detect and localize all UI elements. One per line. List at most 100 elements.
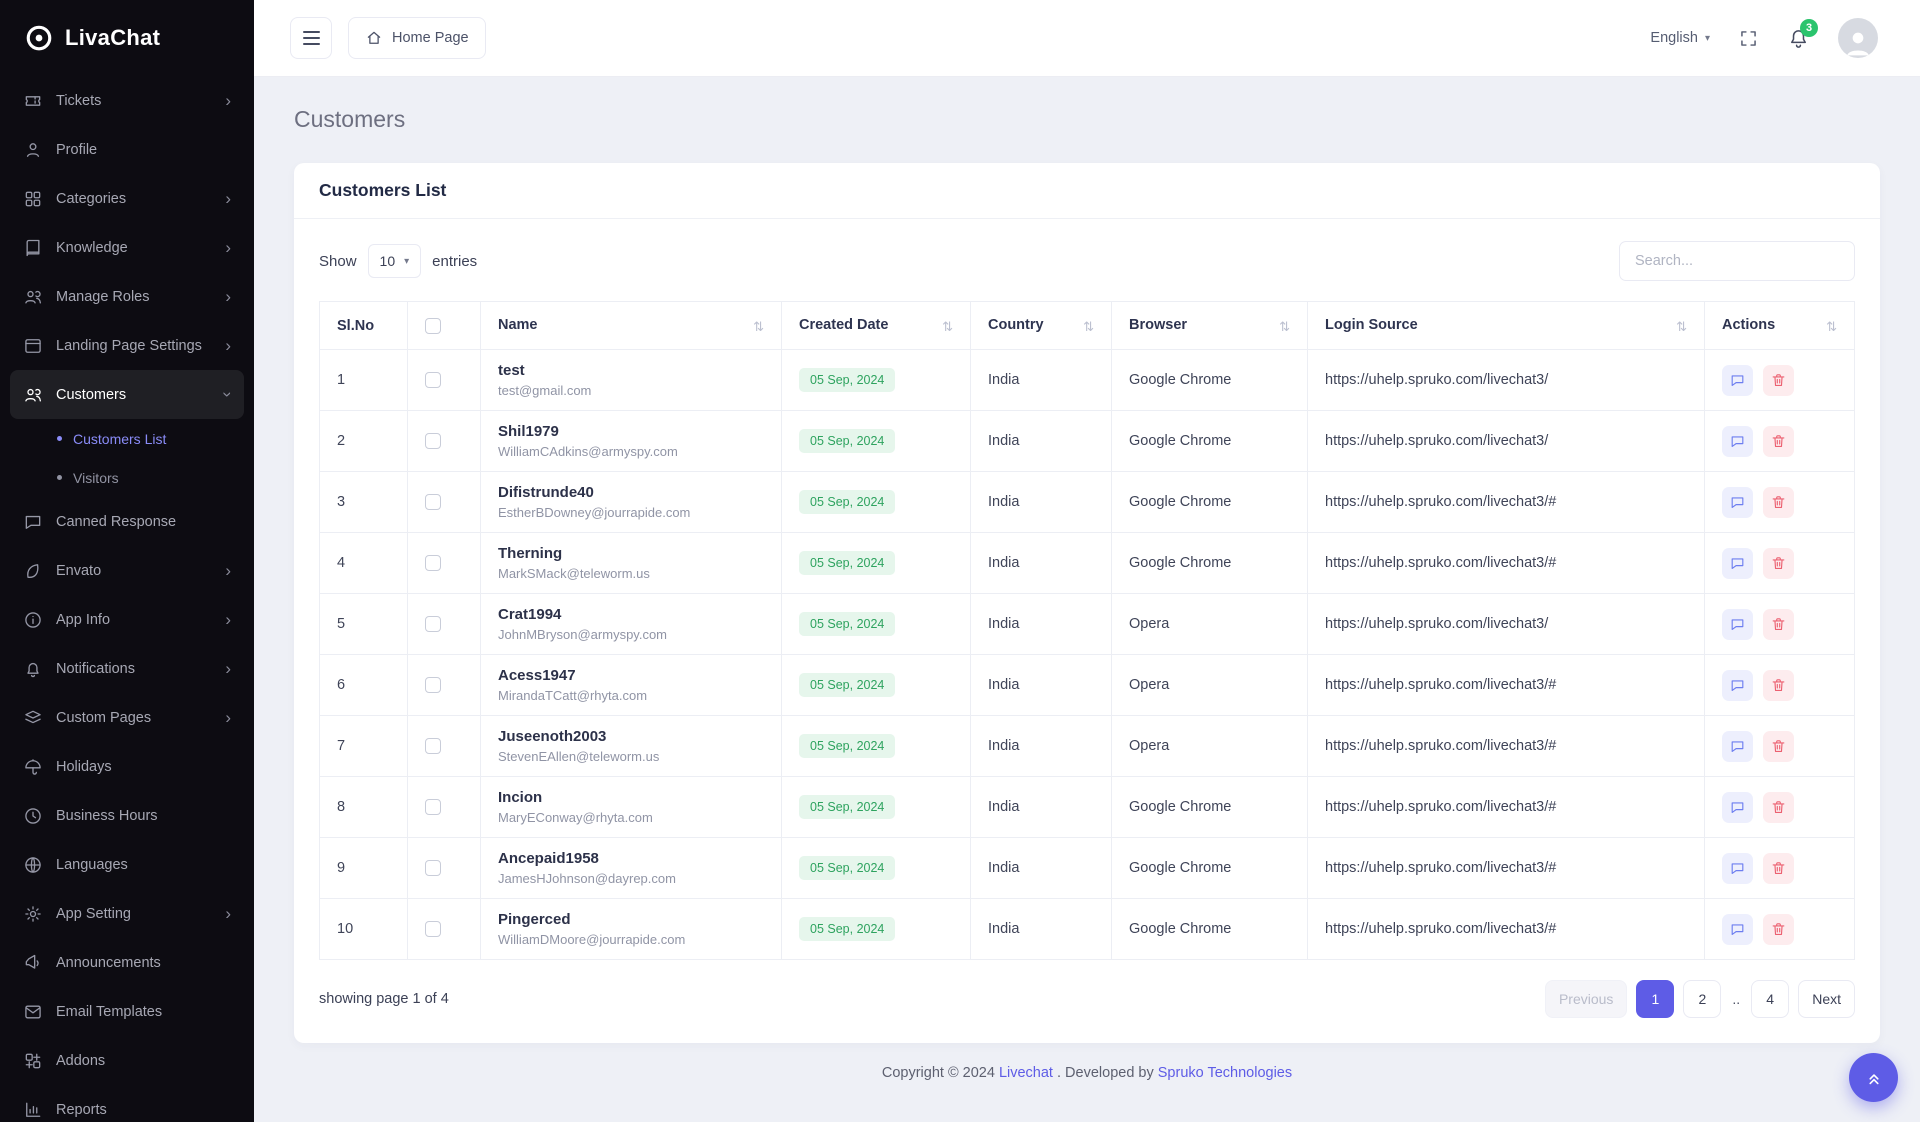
- column-header-country[interactable]: Country ⇅: [970, 301, 1112, 350]
- sidebar-item-app-info[interactable]: App Info ›: [10, 595, 244, 644]
- row-checkbox-cell: [407, 349, 481, 411]
- sidebar-item-tickets[interactable]: Tickets ›: [10, 76, 244, 125]
- sidebar-item-languages[interactable]: Languages: [10, 840, 244, 889]
- sidebar-item-reports[interactable]: Reports: [10, 1085, 244, 1122]
- row-checkbox[interactable]: [425, 433, 441, 449]
- sidebar-item-addons[interactable]: Addons: [10, 1036, 244, 1085]
- select-all-checkbox[interactable]: [425, 317, 441, 334]
- chat-action-button[interactable]: [1722, 669, 1753, 701]
- row-checkbox[interactable]: [425, 494, 441, 510]
- sidebar-item-categories[interactable]: Categories ›: [10, 174, 244, 223]
- notifications-button[interactable]: 3: [1787, 18, 1818, 50]
- sidebar-item-announcements[interactable]: Announcements: [10, 938, 244, 987]
- select-all-header-cell[interactable]: [407, 301, 481, 350]
- chat-action-button[interactable]: [1722, 547, 1753, 579]
- delete-action-button[interactable]: [1763, 608, 1794, 640]
- sidebar-item-business-hours[interactable]: Business Hours: [10, 791, 244, 840]
- scroll-top-button[interactable]: [1849, 1053, 1898, 1102]
- spruko-link[interactable]: Spruko Technologies: [1157, 1065, 1293, 1081]
- chat-action-button[interactable]: [1722, 364, 1753, 396]
- row-checkbox[interactable]: [425, 799, 441, 815]
- sidebar-item-email-templates[interactable]: Email Templates: [10, 987, 244, 1036]
- row-number-cell: 2: [319, 410, 408, 472]
- row-number-cell: 3: [319, 471, 408, 533]
- sidebar-subitem-visitors[interactable]: Visitors: [10, 458, 244, 497]
- page-size-select[interactable]: 10 ▾: [367, 244, 422, 278]
- country-cell: India: [970, 349, 1112, 411]
- column-header-actions[interactable]: Actions ⇅: [1704, 301, 1855, 350]
- sidebar-item-manage-roles[interactable]: Manage Roles ›: [10, 272, 244, 321]
- row-checkbox[interactable]: [425, 677, 441, 693]
- row-checkbox[interactable]: [425, 372, 441, 388]
- sidebar-item-canned-response[interactable]: Canned Response: [10, 497, 244, 546]
- chat-action-button[interactable]: [1722, 608, 1753, 640]
- row-checkbox[interactable]: [425, 860, 441, 876]
- sidebar-item-notifications[interactable]: Notifications ›: [10, 644, 244, 693]
- actions-cell: [1704, 593, 1855, 655]
- sidebar-item-app-setting[interactable]: App Setting ›: [10, 889, 244, 938]
- delete-action-button[interactable]: [1763, 730, 1794, 762]
- next-button[interactable]: Next: [1798, 980, 1855, 1018]
- home-page-button[interactable]: Home Page: [348, 17, 486, 59]
- chat-action-button[interactable]: [1722, 486, 1753, 518]
- created-date-cell: 05 Sep, 2024: [781, 532, 971, 594]
- delete-action-button[interactable]: [1763, 791, 1794, 823]
- column-header-login-source[interactable]: Login Source ⇅: [1307, 301, 1705, 350]
- sidebar-item-label: App Setting: [56, 905, 131, 922]
- row-checkbox-cell: [407, 532, 481, 594]
- sidebar-item-custom-pages[interactable]: Custom Pages ›: [10, 693, 244, 742]
- column-header-browser[interactable]: Browser ⇅: [1111, 301, 1308, 350]
- page-button-4[interactable]: 4: [1751, 980, 1790, 1018]
- customer-email: MaryEConway@rhyta.com: [498, 810, 653, 825]
- sidebar-item-profile[interactable]: Profile: [10, 125, 244, 174]
- chat-action-button[interactable]: [1722, 852, 1753, 884]
- delete-action-button[interactable]: [1763, 852, 1794, 884]
- previous-button[interactable]: Previous: [1544, 980, 1628, 1018]
- chat-action-button[interactable]: [1722, 730, 1753, 762]
- sidebar-item-knowledge[interactable]: Knowledge ›: [10, 223, 244, 272]
- row-checkbox[interactable]: [425, 616, 441, 632]
- chat-action-button[interactable]: [1722, 425, 1753, 457]
- browser-cell: Opera: [1111, 593, 1308, 655]
- delete-action-button[interactable]: [1763, 486, 1794, 518]
- brand[interactable]: LivaChat: [0, 0, 254, 76]
- name-cell: Crat1994 JohnMBryson@armyspy.com: [480, 593, 782, 655]
- actions-cell: [1704, 898, 1855, 960]
- delete-action-button[interactable]: [1763, 547, 1794, 579]
- column-header-name[interactable]: Name ⇅: [480, 301, 782, 350]
- header: Home Page English ▾ 3: [254, 0, 1920, 76]
- user-avatar[interactable]: [1838, 18, 1878, 58]
- sort-icon: ⇅: [942, 318, 953, 334]
- delete-action-button[interactable]: [1763, 425, 1794, 457]
- page-button-1[interactable]: 1: [1636, 980, 1675, 1018]
- row-checkbox[interactable]: [425, 921, 441, 937]
- chat-action-button[interactable]: [1722, 791, 1753, 823]
- livechat-link[interactable]: Livechat: [998, 1065, 1053, 1081]
- delete-action-button[interactable]: [1763, 364, 1794, 396]
- language-selector[interactable]: English ▾: [1650, 30, 1710, 46]
- delete-action-button[interactable]: [1763, 669, 1794, 701]
- sidebar-item-landing-page-settings[interactable]: Landing Page Settings ›: [10, 321, 244, 370]
- page-button-2[interactable]: 2: [1683, 980, 1722, 1018]
- name-cell: Shil1979 WilliamCAdkins@armyspy.com: [480, 410, 782, 472]
- customer-name: Acess1947: [498, 667, 576, 684]
- row-checkbox[interactable]: [425, 555, 441, 571]
- search-input[interactable]: [1619, 241, 1855, 281]
- created-date-cell: 05 Sep, 2024: [781, 471, 971, 533]
- chat-action-button[interactable]: [1722, 913, 1753, 945]
- created-date-cell: 05 Sep, 2024: [781, 898, 971, 960]
- sidebar-item-customers[interactable]: Customers ›: [10, 370, 244, 419]
- language-label: English: [1650, 30, 1698, 46]
- sidebar-item-envato[interactable]: Envato ›: [10, 546, 244, 595]
- column-header-created-date[interactable]: Created Date ⇅: [781, 301, 971, 350]
- menu-toggle-button[interactable]: [290, 17, 332, 59]
- row-checkbox-cell: [407, 776, 481, 838]
- delete-action-button[interactable]: [1763, 913, 1794, 945]
- fullscreen-button[interactable]: [1738, 28, 1759, 49]
- sidebar-item-label: Landing Page Settings: [56, 337, 202, 354]
- row-checkbox[interactable]: [425, 738, 441, 754]
- chat-icon: [1729, 372, 1746, 389]
- envato-icon: [23, 561, 43, 581]
- sidebar-subitem-customers-list[interactable]: Customers List: [10, 419, 244, 458]
- sidebar-item-holidays[interactable]: Holidays: [10, 742, 244, 791]
